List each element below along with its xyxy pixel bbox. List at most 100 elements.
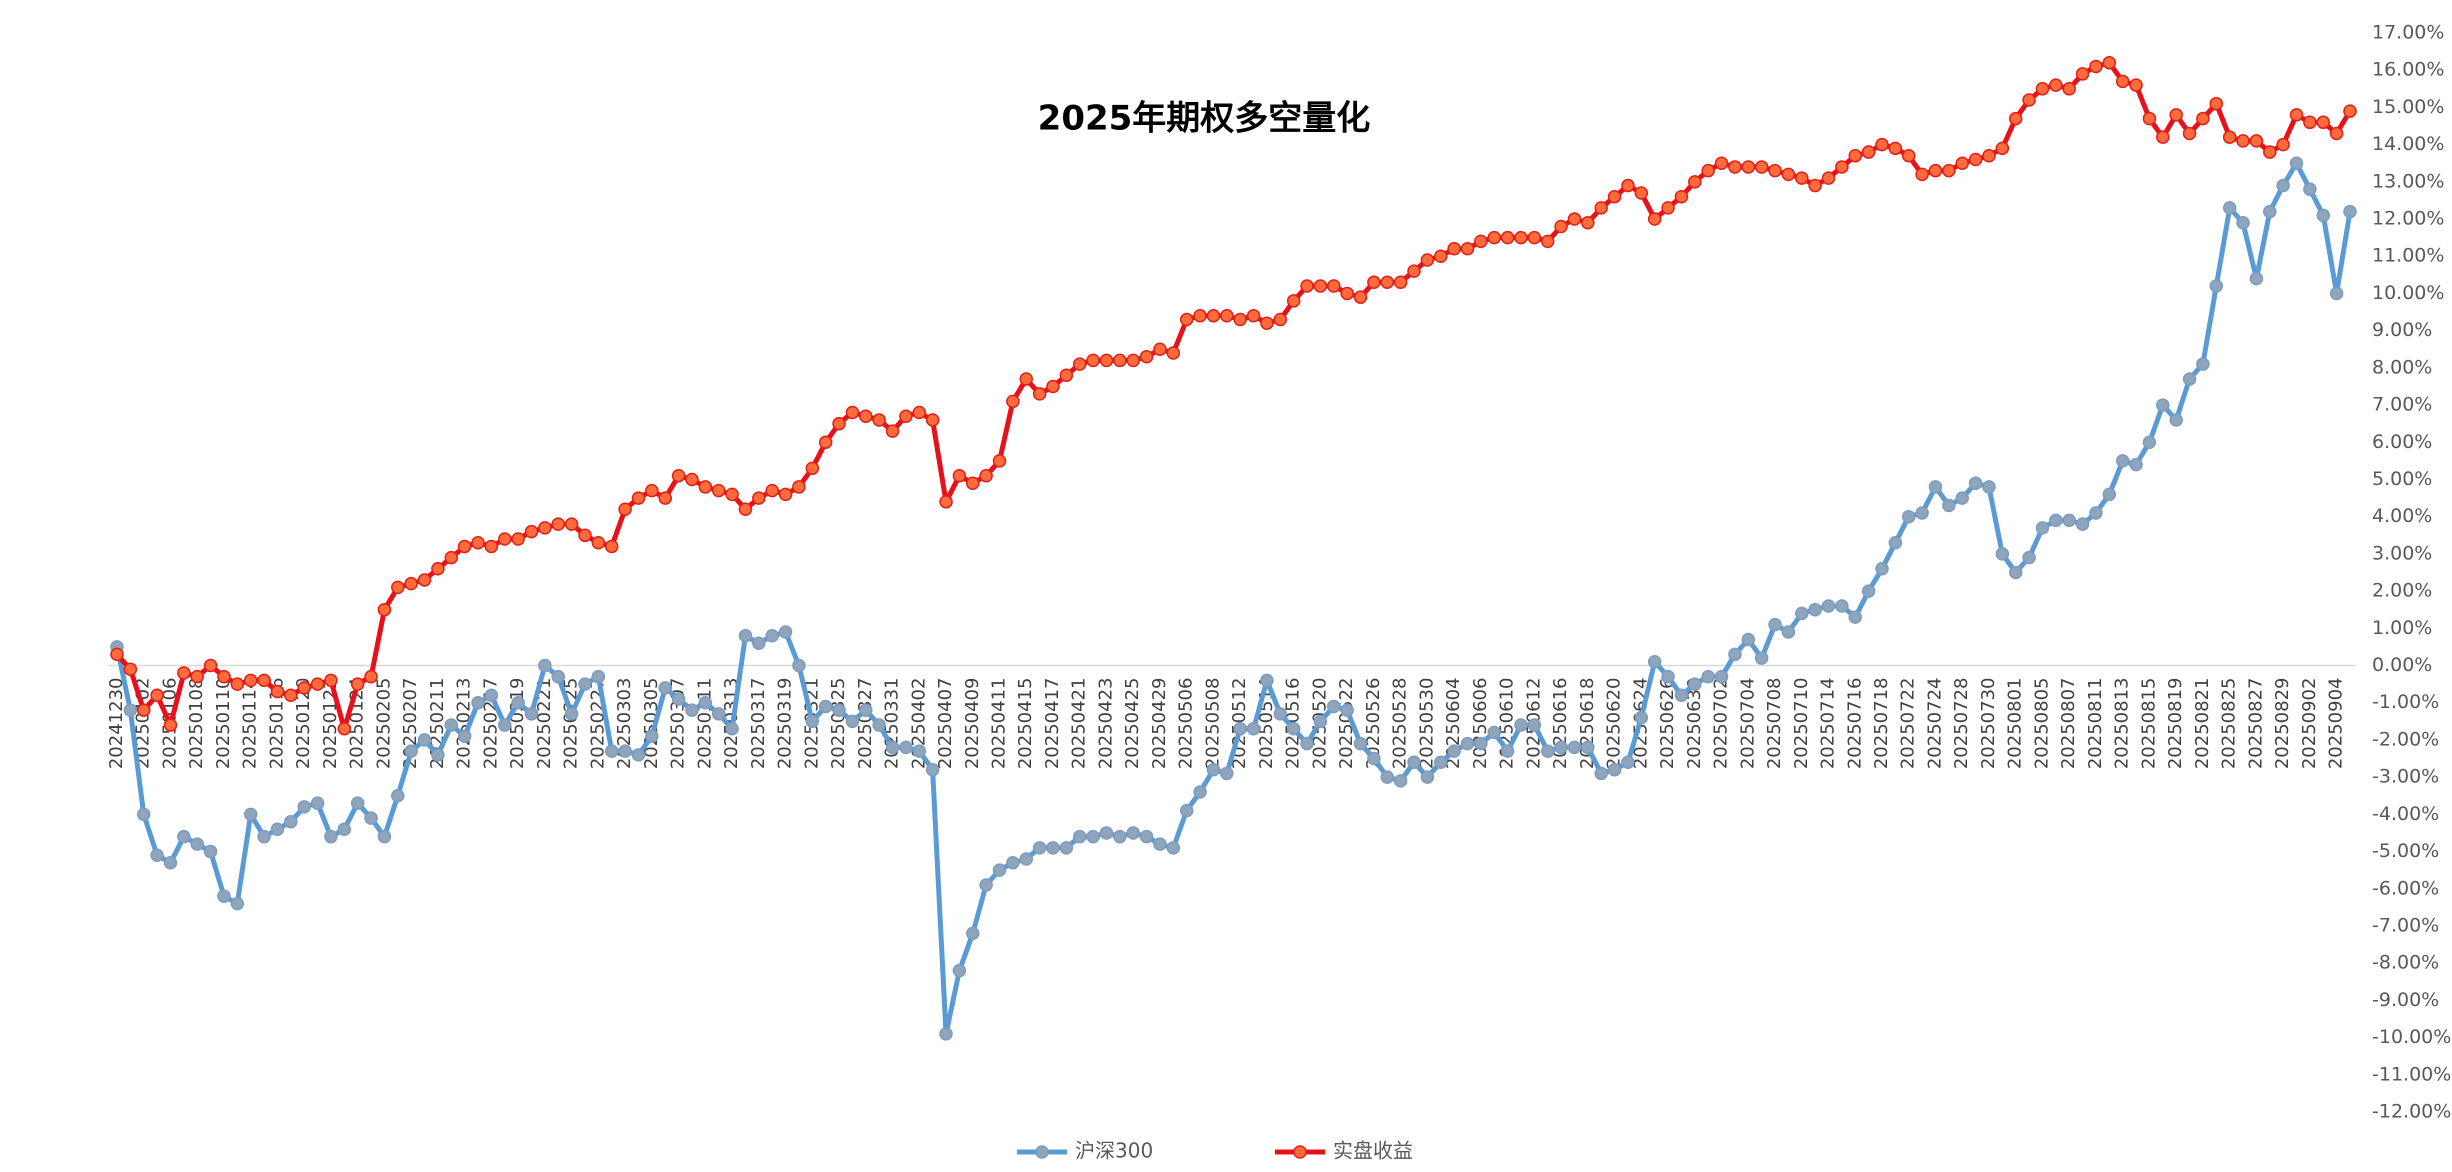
data-point [1260, 316, 1274, 330]
data-point [1514, 718, 1528, 732]
data-point [1928, 480, 1943, 494]
data-point [297, 800, 311, 814]
data-point [2329, 126, 2344, 141]
data-point [859, 409, 873, 423]
legend-marker [1035, 1145, 1049, 1159]
data-point [1915, 167, 1929, 182]
data-point [190, 837, 204, 851]
y-tick-label: 8.00% [2372, 356, 2432, 378]
x-tick-label: 20250508 [1202, 678, 1223, 770]
data-point [1353, 736, 1368, 751]
data-point [1915, 506, 1929, 520]
y-tick-label: 11.00% [2372, 245, 2444, 267]
y-tick-label: -12.00% [2372, 1101, 2451, 1123]
x-tick-label: 20250530 [1416, 678, 1437, 770]
x-tick-label: 20250213 [454, 678, 475, 770]
data-point [1901, 149, 1916, 163]
data-point [2169, 413, 2183, 427]
data-point [1728, 160, 1742, 174]
x-tick-label: 20250417 [1042, 678, 1063, 770]
data-point [1607, 762, 1622, 777]
data-point [417, 733, 432, 747]
data-point [1286, 294, 1301, 308]
data-point [992, 454, 1007, 468]
x-tick-label: 20250805 [2031, 678, 2052, 770]
data-point [1126, 353, 1140, 368]
data-point [177, 666, 191, 680]
x-tick-label: 20250801 [2005, 678, 2026, 770]
y-tick-label: -7.00% [2372, 914, 2439, 936]
x-tick-label: 20250415 [1015, 678, 1036, 770]
data-point [1875, 137, 1889, 152]
data-point [792, 480, 806, 494]
data-point [1647, 655, 1662, 669]
data-point [2289, 156, 2304, 170]
data-point [1220, 766, 1234, 781]
data-point [1527, 718, 1542, 732]
data-point [1233, 312, 1247, 327]
data-point [484, 688, 499, 703]
x-tick-label: 20250303 [614, 678, 635, 770]
data-point [350, 796, 365, 810]
data-point [872, 413, 886, 427]
data-point [431, 748, 445, 762]
data-point [912, 744, 927, 758]
data-point [1340, 286, 1354, 301]
x-tick-label: 20250411 [989, 678, 1010, 770]
data-point [257, 673, 271, 688]
data-point [1032, 841, 1047, 855]
data-point [2263, 204, 2277, 219]
data-point [1300, 736, 1314, 751]
data-point [471, 695, 485, 710]
data-point [2263, 145, 2277, 159]
data-point [350, 677, 365, 691]
data-point [243, 807, 258, 822]
data-point [444, 550, 459, 565]
data-point [1875, 562, 1889, 576]
data-point [270, 684, 285, 699]
data-point [2102, 56, 2117, 70]
data-point [1380, 275, 1395, 290]
data-point [2008, 565, 2023, 580]
data-point [1420, 770, 1435, 784]
data-point [1246, 309, 1261, 323]
data-point [1861, 145, 1876, 159]
y-tick-label: -9.00% [2372, 989, 2439, 1011]
data-point [2289, 108, 2304, 122]
data-point [1581, 740, 1595, 755]
data-point [1674, 189, 1689, 204]
y-tick-label: 15.00% [2372, 96, 2444, 118]
x-tick-label: 20250205 [373, 678, 394, 770]
data-point [471, 535, 485, 550]
x-tick-label: 20250402 [908, 678, 929, 770]
x-tick-label: 20250807 [2058, 678, 2079, 770]
data-point [1139, 349, 1154, 364]
x-tick-label: 20250630 [1684, 678, 1705, 770]
data-point [1821, 599, 1836, 613]
x-tick-label: 20250120 [293, 678, 314, 770]
y-tick-label: -2.00% [2372, 728, 2439, 750]
data-point [136, 703, 151, 717]
data-point [2035, 82, 2050, 96]
x-tick-label: 20250902 [2299, 678, 2320, 770]
data-point [685, 703, 699, 717]
data-point [1487, 230, 1501, 245]
x-tick-label: 20250327 [855, 678, 876, 770]
x-tick-label: 20250221 [534, 678, 555, 770]
data-point [658, 491, 672, 505]
data-point [377, 602, 392, 617]
data-point [1474, 234, 1488, 249]
data-point [2343, 204, 2357, 219]
data-point [257, 829, 271, 844]
x-tick-label: 20250620 [1604, 678, 1625, 770]
data-point [1808, 178, 1822, 193]
data-point [1260, 673, 1274, 688]
data-point [2303, 182, 2317, 197]
data-point [2276, 178, 2290, 193]
data-point [1447, 744, 1461, 758]
data-point [2022, 93, 2036, 107]
y-tick-label: 6.00% [2372, 431, 2432, 453]
data-point [1554, 740, 1568, 755]
data-point [1046, 379, 1060, 394]
